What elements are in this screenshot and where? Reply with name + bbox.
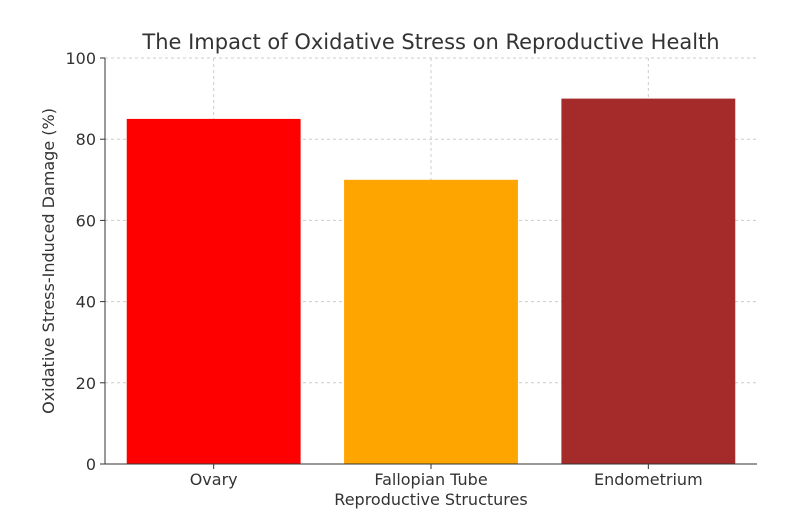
x-tick-label: Endometrium xyxy=(594,470,703,489)
y-tick-label: 0 xyxy=(86,455,96,474)
x-tick-label: Fallopian Tube xyxy=(374,470,487,489)
y-tick-label: 100 xyxy=(65,49,96,68)
x-axis-label: Reproductive Structures xyxy=(334,490,527,509)
y-tick-label: 20 xyxy=(76,374,96,393)
bar-endometrium xyxy=(561,98,736,464)
chart-title: The Impact of Oxidative Stress on Reprod… xyxy=(141,30,719,54)
y-tick-label: 60 xyxy=(76,211,96,230)
y-tick-label: 80 xyxy=(76,130,96,149)
bars xyxy=(126,98,736,465)
y-axis-label: Oxidative Stress-Induced Damage (%) xyxy=(39,108,58,414)
axes: 0 20 40 60 80 100 Ovary Fallopian Tube Endometri… xyxy=(65,49,757,489)
x-tick-label: Ovary xyxy=(190,470,238,489)
bar-fallopian-tube xyxy=(344,179,518,465)
y-tick-label: 40 xyxy=(76,293,96,312)
bar-ovary xyxy=(126,118,301,465)
